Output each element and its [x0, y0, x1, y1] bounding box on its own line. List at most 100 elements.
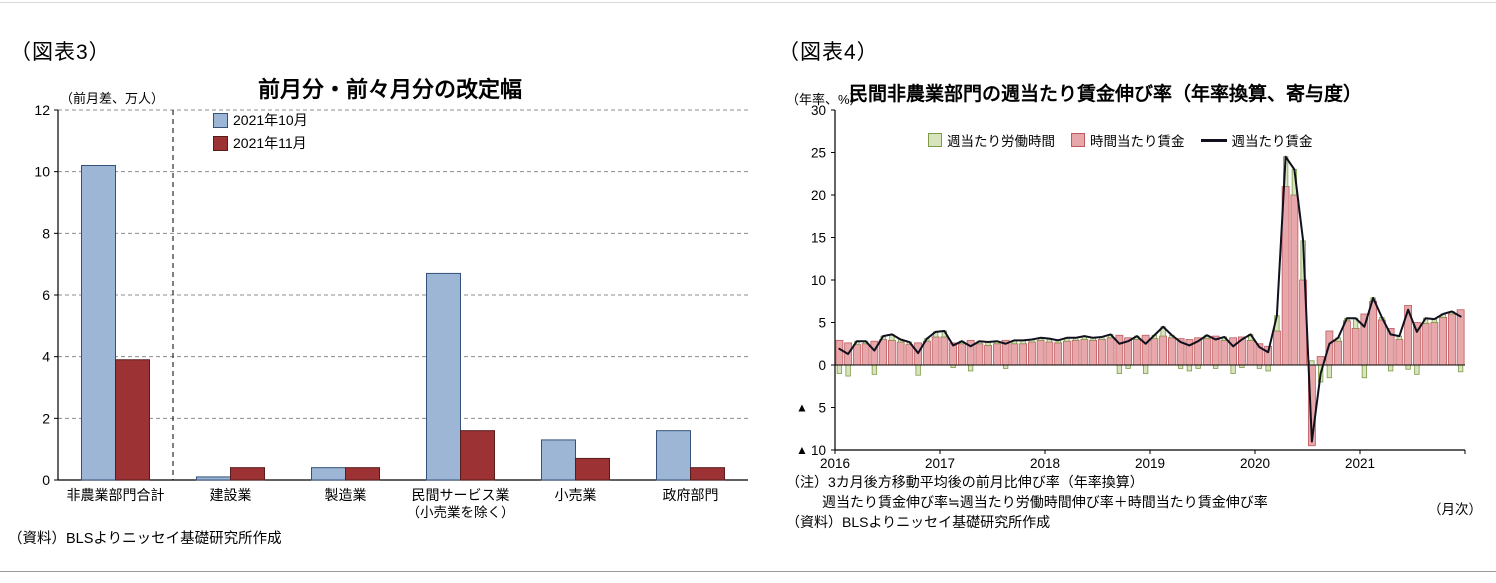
bar-hourly-wage — [1290, 194, 1299, 366]
bar-weekly-hours — [1230, 364, 1236, 374]
figure4-title: 民間非農業部門の週当たり賃金伸び率（年率換算、寄与度） — [849, 84, 1363, 105]
bar-hourly-wage — [1342, 320, 1351, 366]
bar-weekly-hours — [1291, 169, 1298, 196]
y-tick-label: 20 — [811, 188, 826, 203]
bar-weekly-hours — [959, 340, 965, 345]
bar-weekly-hours — [1282, 156, 1289, 187]
legend-swatch-hours — [928, 133, 942, 147]
bar-weekly-hours — [1265, 364, 1271, 372]
bar-hourly-wage — [1369, 300, 1378, 366]
figure4-frequency-label: （月次） — [1428, 502, 1482, 517]
bar-weekly-hours — [1440, 313, 1446, 318]
bar-hourly-wage — [1395, 339, 1404, 366]
bar-hourly-wage — [1316, 356, 1325, 366]
bar-weekly-hours — [1002, 364, 1009, 369]
x-category-label: 非農業部門合計 — [67, 487, 165, 503]
bar-weekly-hours — [1396, 335, 1403, 340]
bar-hourly-wage — [852, 344, 861, 366]
figure4-legend: 週当たり労働時間 時間当たり賃金 週当たり賃金 — [928, 130, 1313, 150]
bar-hourly-wage — [966, 339, 975, 366]
bar-weekly-hours — [871, 364, 878, 375]
bar-hourly-wage — [1430, 322, 1439, 366]
bar-weekly-hours — [1125, 364, 1131, 369]
figure4-tag: （図表4） — [778, 41, 879, 64]
bar-hourly-wage — [1272, 330, 1281, 366]
bar-weekly-hours — [976, 340, 983, 345]
bar-weekly-hours — [1107, 333, 1114, 339]
bar-hourly-wage — [844, 342, 853, 366]
x-category-label: 民間サービス業 — [412, 487, 510, 503]
bar-series-1 — [575, 457, 610, 481]
bar-series-0 — [541, 439, 576, 481]
bar-series-0 — [426, 272, 461, 481]
bar-weekly-hours — [1081, 335, 1088, 340]
bar-hourly-wage — [1377, 319, 1386, 366]
bar-weekly-hours — [994, 340, 1000, 345]
bar-hourly-wage — [949, 342, 958, 366]
bar-hourly-wage — [1062, 340, 1071, 366]
bar-weekly-hours — [889, 333, 895, 341]
bar-hourly-wage — [1054, 342, 1063, 366]
bar-hourly-wage — [1220, 339, 1229, 366]
y-tick-label: 15 — [811, 231, 826, 246]
bar-weekly-hours — [1046, 338, 1053, 343]
weekly-wage-line — [838, 155, 1462, 443]
bar-hourly-wage — [992, 343, 1001, 366]
bar-weekly-hours — [1020, 339, 1026, 345]
bar-weekly-hours — [1204, 334, 1210, 340]
bar-weekly-hours — [1457, 364, 1464, 373]
bar-weekly-hours — [1099, 336, 1105, 340]
bar-hourly-wage — [1299, 279, 1308, 366]
bar-weekly-hours — [1011, 339, 1018, 345]
y-tick-label: 10 — [34, 164, 50, 180]
bar-weekly-hours — [1142, 364, 1149, 374]
x-year-label: 2017 — [925, 456, 955, 471]
bar-weekly-hours — [1309, 360, 1315, 366]
bar-weekly-hours — [1405, 364, 1411, 370]
bar-hourly-wage — [957, 343, 966, 366]
bar-weekly-hours — [924, 338, 930, 342]
bar-weekly-hours — [1256, 364, 1263, 369]
bar-hourly-wage — [1237, 336, 1246, 366]
x-category-label: 建設業 — [210, 487, 252, 503]
bar-hourly-wage — [861, 343, 870, 366]
legend-label-hours: 週当たり労働時間 — [947, 134, 1055, 149]
legend-item-hourly-wage: 時間当たり賃金 — [1071, 130, 1185, 150]
figure3-source: （資料）BLSよりニッセイ基礎研究所作成 — [8, 531, 282, 547]
bar-hourly-wage — [1447, 313, 1456, 366]
bar-hourly-wage — [1132, 339, 1141, 366]
x-year-label: 2018 — [1030, 456, 1060, 471]
x-category-label: 製造業 — [325, 487, 367, 503]
bar-hourly-wage — [1421, 322, 1430, 366]
bar-hourly-wage — [975, 343, 984, 366]
legend-line-sample — [1200, 138, 1227, 142]
bar-hourly-wage — [1281, 186, 1290, 366]
y-tick-label: 10 — [811, 443, 826, 458]
bar-series-1 — [345, 467, 380, 481]
bar-series-0 — [656, 430, 691, 481]
bar-hourly-wage — [984, 345, 993, 366]
bar-hourly-wage — [1045, 341, 1054, 366]
bar-hourly-wage — [879, 339, 888, 366]
bar-hourly-wage — [1167, 337, 1176, 366]
bar-hourly-wage — [1255, 343, 1264, 366]
bar-hourly-wage — [1202, 338, 1211, 366]
bar-weekly-hours — [1037, 337, 1044, 341]
y-tick-label: 4 — [42, 349, 50, 365]
x-year-label: 2021 — [1345, 456, 1375, 471]
y-tick-label: 2 — [42, 410, 50, 426]
legend-label-hourly-wage: 時間当たり賃金 — [1090, 134, 1185, 149]
legend-item-hours: 週当たり労働時間 — [928, 130, 1055, 150]
figure4-unit-label: （年率、%） — [786, 92, 863, 107]
bar-weekly-hours — [941, 330, 948, 338]
bar-hourly-wage — [1334, 340, 1343, 366]
bar-weekly-hours — [1300, 240, 1306, 281]
bar-hourly-wage — [1351, 328, 1360, 366]
bar-hourly-wage — [1194, 337, 1203, 366]
x-year-label: 2020 — [1240, 456, 1270, 471]
x-category-sublabel: （小売業を除く） — [407, 505, 515, 520]
bar-weekly-hours — [1221, 336, 1228, 341]
